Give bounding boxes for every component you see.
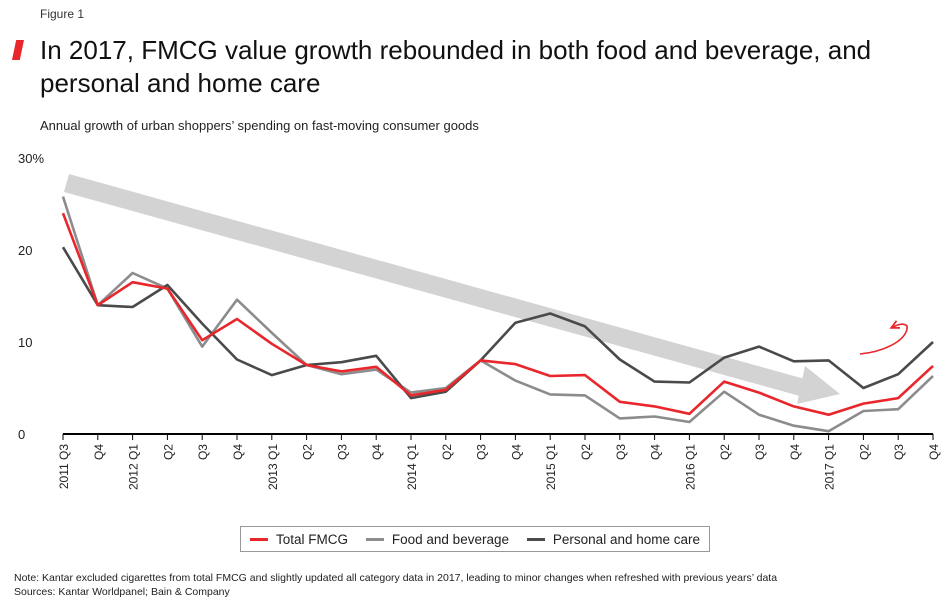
x-tick-label: Q2 — [440, 444, 454, 460]
x-tick-label: Q2 — [857, 444, 871, 460]
x-tick-label: Q3 — [475, 444, 489, 460]
title-marker-icon — [12, 40, 24, 60]
sources-text: Sources: Kantar Worldpanel; Bain & Compa… — [14, 586, 230, 598]
series-line-total-fmcg — [61, 212, 934, 417]
y-tick-label: 10 — [18, 335, 32, 350]
legend-label: Food and beverage — [391, 531, 509, 547]
x-tick-label: Q2 — [161, 444, 175, 460]
x-tick-label: 2016 Q1 — [683, 444, 697, 490]
figure-label: Figure 1 — [40, 7, 85, 21]
chart-legend: Total FMCG Food and beverage Personal and … — [240, 526, 710, 552]
footnote: Note: Kantar excluded cigarettes from to… — [14, 571, 777, 599]
legend-item: Personal and home care — [526, 531, 700, 547]
legend-item: Food and beverage — [365, 531, 509, 547]
note-text: Note: Kantar excluded cigarettes from to… — [14, 572, 778, 584]
chart-subtitle: Annual growth of urban shoppers’ spendin… — [40, 118, 479, 133]
x-tick-label: Q4 — [370, 444, 384, 460]
x-tick-label: 2017 Q1 — [823, 444, 837, 490]
x-tick-label: Q3 — [335, 444, 349, 460]
rebound-arrow — [859, 324, 908, 355]
chart-title: In 2017, FMCG value growth rebounded in … — [40, 35, 872, 98]
x-tick-label: Q3 — [196, 444, 210, 460]
x-tick-label: Q3 — [892, 444, 906, 460]
series-line-food-and-beverage — [61, 196, 934, 433]
legend-label: Total FMCG — [275, 531, 348, 547]
x-tick-label: Q2 — [718, 444, 732, 460]
legend-label: Personal and home care — [552, 531, 700, 547]
legend-swatch — [526, 537, 545, 541]
x-tick-label: Q3 — [614, 444, 628, 460]
x-tick-label: 2011 Q3 — [57, 444, 71, 489]
x-tick-label: 2014 Q1 — [405, 444, 419, 490]
x-tick-label: Q4 — [788, 444, 802, 460]
legend-item: Total FMCG — [249, 531, 348, 547]
legend-swatch — [249, 537, 268, 541]
x-tick-label: Q4 — [92, 444, 106, 460]
line-chart: 0 10 20 30% 2011 Q3 Q4 2012 Q1 Q2 Q3 Q4 2013 Q1 Q2… — [18, 151, 941, 490]
y-tick-label: 30% — [18, 151, 44, 166]
y-tick-label: 20 — [18, 243, 32, 258]
x-tick-label: Q3 — [753, 444, 767, 460]
x-tick-label: 2015 Q1 — [544, 444, 558, 490]
x-tick-label: 2013 Q1 — [266, 444, 280, 490]
legend-swatch — [365, 537, 384, 541]
x-tick-label: Q4 — [927, 444, 941, 460]
x-tick-label: Q2 — [301, 444, 315, 460]
trend-arrow — [64, 174, 840, 404]
x-tick-label: Q4 — [231, 444, 245, 460]
y-tick-label: 0 — [18, 427, 25, 442]
x-tick-label: Q4 — [649, 444, 663, 460]
x-tick-label: 2012 Q1 — [127, 444, 141, 490]
x-tick-label: Q2 — [579, 444, 593, 460]
series-line-personal-and-home-care — [61, 246, 934, 400]
x-tick-label: Q4 — [509, 444, 523, 460]
